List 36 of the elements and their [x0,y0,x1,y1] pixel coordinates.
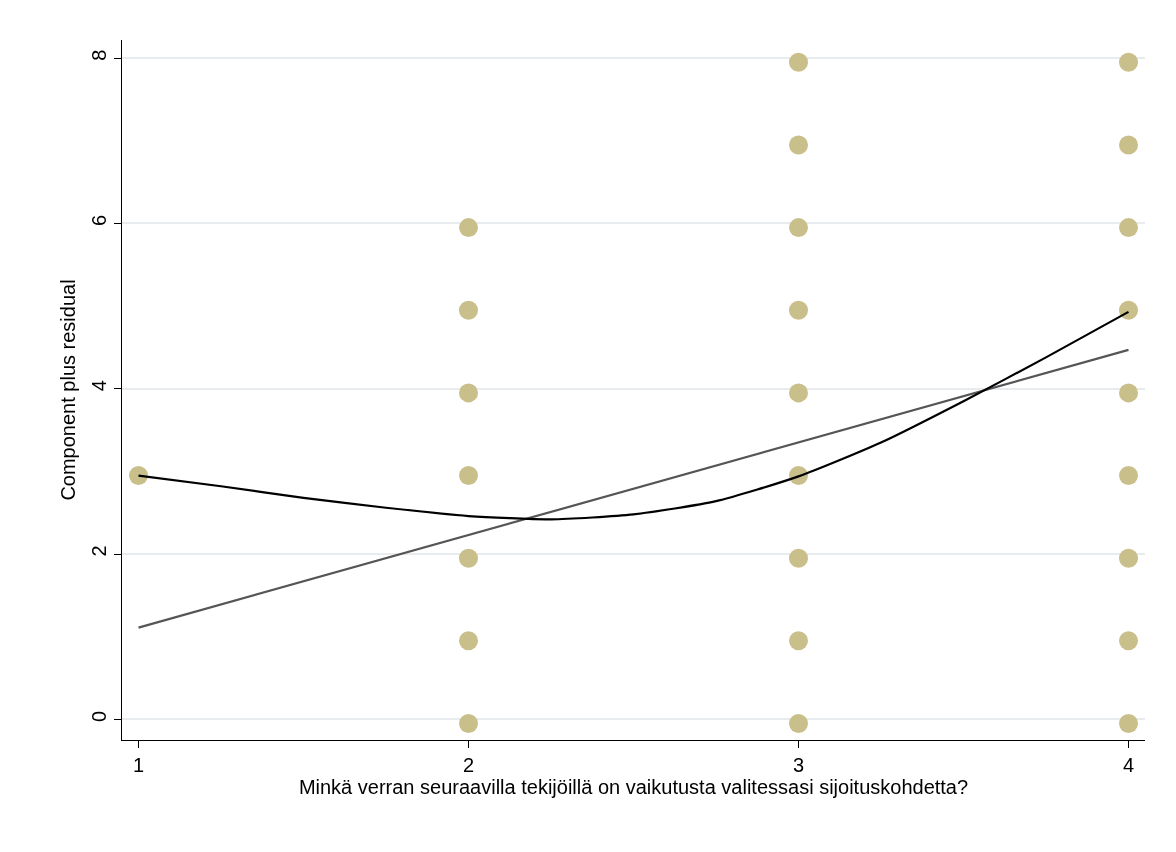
point [789,383,808,403]
point [789,52,808,72]
point [789,713,808,733]
point [459,548,478,568]
point [789,548,808,568]
point [459,466,478,486]
point [459,631,478,651]
point [1119,713,1138,733]
point [459,300,478,320]
point [1119,631,1138,651]
y-axis-title: Component plus residual [57,279,80,501]
x-tick-label: 2 [462,754,475,777]
y-tick-label: 2 [87,545,110,557]
point [789,631,808,651]
point [1119,383,1138,403]
x-tick-label: 1 [132,754,145,777]
y-tick-label: 4 [87,380,110,392]
point [459,383,478,403]
point [1119,548,1138,568]
point [789,135,808,155]
point [789,300,808,320]
x-tick-label: 3 [792,754,805,777]
point [459,713,478,733]
x-tick-label: 4 [1122,754,1135,777]
point [1119,135,1138,155]
point [1119,218,1138,238]
point [129,466,148,486]
point [1119,466,1138,486]
point [789,218,808,238]
y-tick-label: 6 [87,214,110,227]
point [1119,52,1138,72]
point [1119,300,1138,320]
point [459,218,478,238]
y-tick-label: 0 [87,710,110,722]
x-axis-title: Minkä verran seuraavilla tekijöillä on vaikutusta valitessasi sijoituskohdetta? [298,776,969,799]
y-tick-label: 8 [87,49,110,61]
